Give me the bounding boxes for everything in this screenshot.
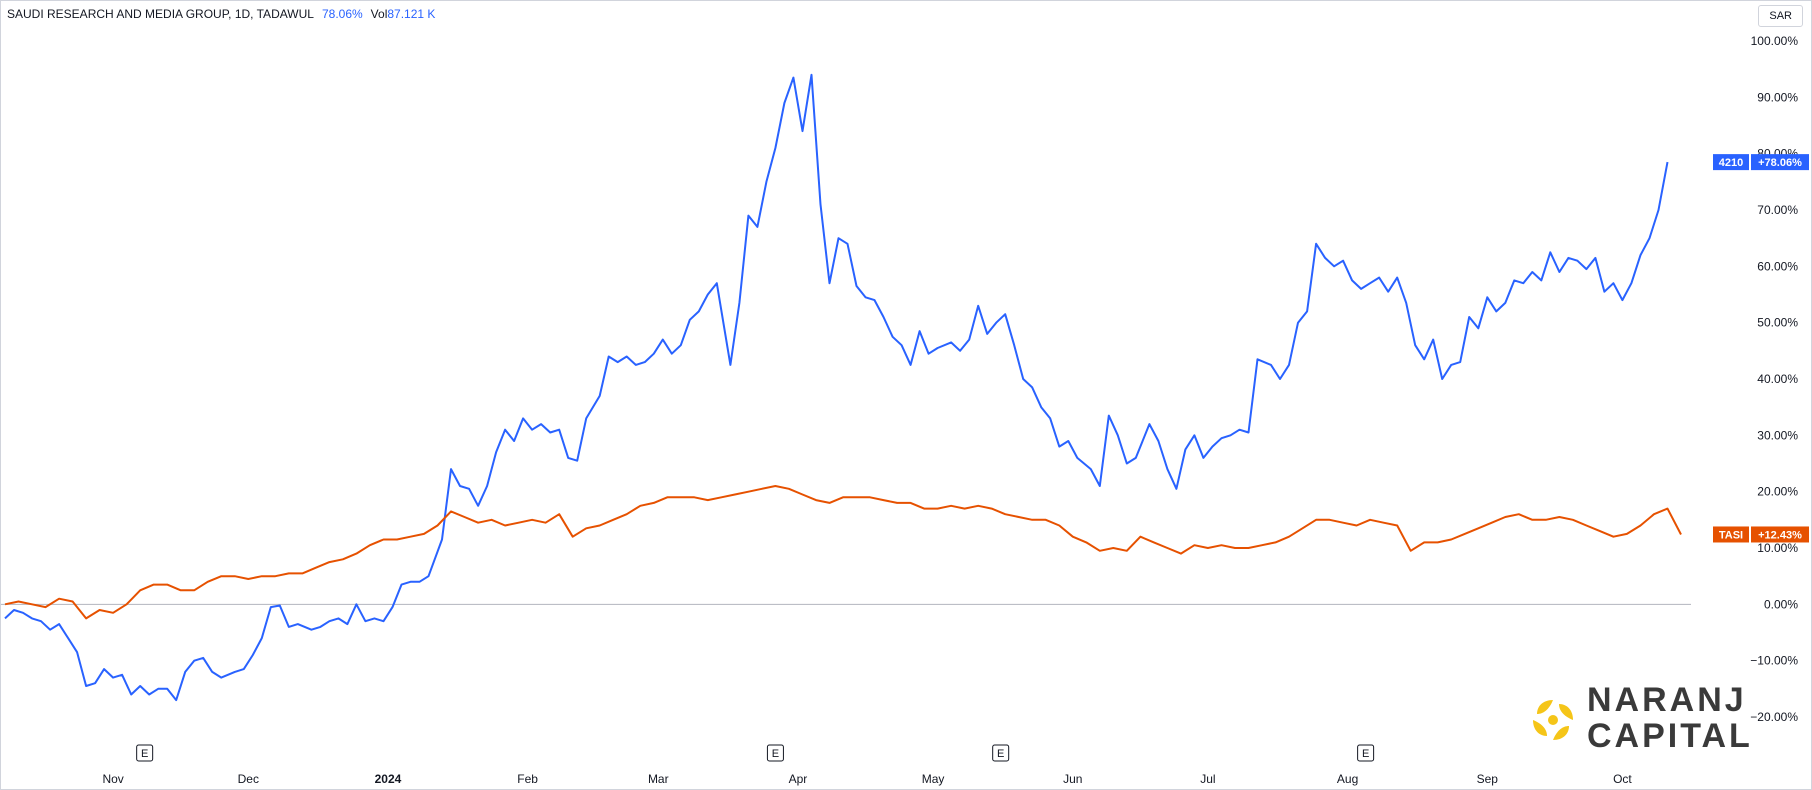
y-tick-label: 90.00% bbox=[1757, 90, 1798, 104]
y-tick-label: 70.00% bbox=[1757, 203, 1798, 217]
y-tick-label: 60.00% bbox=[1757, 259, 1798, 273]
brand-line-1: NARANJ bbox=[1587, 681, 1747, 719]
y-tick-label: 100.00% bbox=[1751, 34, 1799, 48]
earnings-marker-label: E bbox=[772, 748, 779, 760]
badge-name-bg bbox=[1713, 154, 1749, 171]
change-percent: 78.06% bbox=[321, 7, 363, 21]
badge-value-4210: +78.06% bbox=[1758, 157, 1802, 169]
x-tick-label: Jun bbox=[1063, 772, 1082, 786]
naranj-logo-icon bbox=[1533, 700, 1573, 740]
symbol-title: SAUDI RESEARCH AND MEDIA GROUP, 1D, TADA… bbox=[7, 7, 314, 21]
y-tick-label: 30.00% bbox=[1757, 428, 1798, 442]
badge-value-bg bbox=[1751, 154, 1809, 171]
earnings-marker-label: E bbox=[997, 748, 1004, 760]
x-tick-label: Oct bbox=[1613, 772, 1632, 786]
earnings-marker bbox=[766, 744, 784, 762]
earnings-marker-label: E bbox=[141, 748, 148, 760]
x-tick-label: Sep bbox=[1477, 772, 1499, 786]
badge-value-bg bbox=[1751, 526, 1809, 543]
chart-legend-header: SAUDI RESEARCH AND MEDIA GROUP, 1D, TADA… bbox=[7, 7, 435, 21]
badge-name-bg bbox=[1713, 526, 1749, 543]
x-tick-label: Nov bbox=[102, 772, 123, 786]
series-line-tasi bbox=[4, 485, 1682, 620]
y-tick-label: 0.00% bbox=[1764, 597, 1798, 611]
earnings-marker-label: E bbox=[1362, 748, 1369, 760]
x-tick-label: May bbox=[922, 772, 945, 786]
y-tick-label: −10.00% bbox=[1750, 654, 1798, 668]
badge-name-tasi: TASI bbox=[1719, 529, 1743, 541]
y-tick-label: −20.00% bbox=[1750, 710, 1798, 724]
earnings-marker bbox=[136, 744, 154, 762]
x-tick-label: 2024 bbox=[375, 772, 402, 786]
badge-name-4210: 4210 bbox=[1719, 157, 1743, 169]
x-tick-label: Apr bbox=[789, 772, 808, 786]
y-tick-label: 50.00% bbox=[1757, 316, 1798, 330]
x-tick-label: Aug bbox=[1337, 772, 1358, 786]
volume-value: 87.121 K bbox=[387, 7, 436, 21]
x-tick-label: Dec bbox=[238, 772, 259, 786]
x-tick-label: Mar bbox=[648, 772, 669, 786]
earnings-marker bbox=[992, 744, 1010, 762]
y-tick-label: 20.00% bbox=[1757, 485, 1798, 499]
badge-value-tasi: +12.43% bbox=[1758, 529, 1802, 541]
series-line-4210 bbox=[4, 73, 1669, 702]
x-tick-label: Jul bbox=[1200, 772, 1215, 786]
y-tick-label: 10.00% bbox=[1757, 541, 1798, 555]
naranj-capital-logo: NARANJ CAPITAL bbox=[1529, 681, 1750, 761]
earnings-marker bbox=[1357, 744, 1375, 762]
volume-label: Vol bbox=[370, 7, 388, 21]
brand-line-2: CAPITAL bbox=[1587, 717, 1753, 755]
x-tick-label: Feb bbox=[517, 772, 538, 786]
currency-button[interactable]: SAR bbox=[1758, 5, 1803, 27]
y-tick-label: 40.00% bbox=[1757, 372, 1798, 386]
